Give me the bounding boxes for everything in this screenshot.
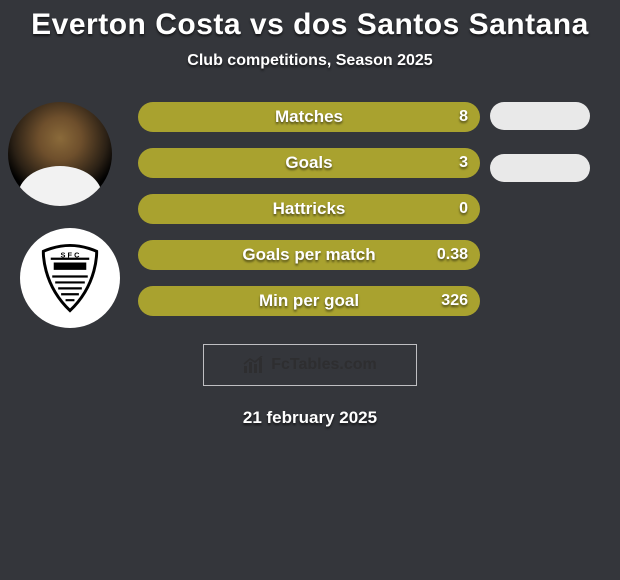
stat-row: Goals per match 0.38 [138,240,480,270]
date-text: 21 february 2025 [0,408,620,428]
brand-text: FcTables.com [271,356,377,374]
stat-value: 326 [441,292,468,310]
club-logo: S F C [20,228,120,328]
stat-value: 0.38 [437,246,468,264]
stat-row: Hattricks 0 [138,194,480,224]
stat-label: Hattricks [273,199,346,219]
stat-label: Matches [275,107,343,127]
stat-label: Min per goal [259,291,359,311]
barchart-icon [243,356,265,374]
stat-row: Min per goal 326 [138,286,480,316]
brand-box: FcTables.com [203,344,417,386]
stat-label: Goals per match [242,245,375,265]
stat-value: 3 [459,154,468,172]
stat-value: 0 [459,200,468,218]
opponent-bar [490,154,590,182]
stat-row: Matches 8 [138,102,480,132]
comparison-chart: S F C Matches 8 Goals 3 Hattricks 0 Goal… [0,102,620,322]
stat-label: Goals [285,153,332,173]
stat-row: Goals 3 [138,148,480,178]
opponent-bars [490,102,590,206]
player-avatar [8,102,112,206]
club-shield-icon: S F C [33,241,107,315]
opponent-bar [490,102,590,130]
stat-bars: Matches 8 Goals 3 Hattricks 0 Goals per … [138,102,480,332]
stat-value: 8 [459,108,468,126]
page-title: Everton Costa vs dos Santos Santana [0,0,620,42]
svg-text:S F C: S F C [61,250,81,259]
subtitle: Club competitions, Season 2025 [0,52,620,70]
